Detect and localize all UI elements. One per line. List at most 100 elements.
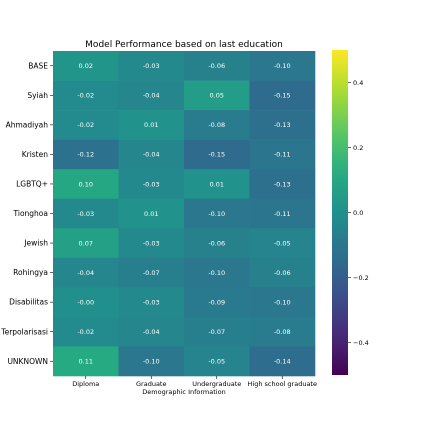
heatmap-cell — [184, 139, 250, 170]
cell-value-label: -0.10 — [208, 269, 225, 277]
cell-value-label: -0.06 — [208, 239, 225, 247]
heatmap-cell — [249, 198, 316, 229]
heatmap-cell — [249, 51, 316, 81]
heatmap-cell — [184, 110, 250, 140]
heatmap-cell — [53, 169, 119, 200]
cell-value-label: -0.09 — [208, 298, 225, 306]
cell-value-label: -0.04 — [143, 151, 160, 159]
cell-value-label: -0.11 — [274, 151, 291, 159]
x-tick-label: Diploma — [72, 380, 99, 388]
heatmap-cell — [249, 287, 316, 318]
heatmap-cell — [118, 51, 185, 81]
cell-value-label: 0.01 — [144, 121, 158, 129]
cell-value-label: 0.07 — [79, 239, 93, 247]
cell-value-label: -0.10 — [274, 298, 291, 306]
y-tick-label: Disabilitas — [9, 298, 48, 307]
heatmap-cell — [249, 139, 316, 170]
heatmap-cell — [184, 198, 250, 229]
x-axis-label: Demographic Information — [142, 388, 225, 396]
cell-value-label: -0.03 — [143, 62, 160, 70]
cell-value-label: -0.00 — [77, 298, 94, 306]
chart-title: Model Performance based on last educatio… — [85, 40, 283, 50]
cell-value-label: -0.02 — [77, 121, 94, 129]
cell-value-label: -0.06 — [208, 62, 225, 70]
y-tick-label: Rohingya — [13, 268, 48, 277]
heatmap-cell — [184, 346, 250, 377]
heatmap-cell — [249, 169, 316, 200]
cell-value-label: -0.05 — [208, 358, 225, 366]
heatmap-cell — [53, 51, 119, 81]
cell-value-label: -0.10 — [274, 62, 291, 70]
cell-value-label: -0.10 — [208, 210, 225, 218]
x-axis: Diploma Graduate Undergraduate High school … — [72, 376, 317, 388]
heatmap-cell — [118, 287, 185, 318]
cell-value-label: -0.13 — [274, 121, 291, 129]
cell-value-label: 0.01 — [144, 210, 158, 218]
cell-value-label: -0.12 — [77, 151, 94, 159]
heatmap-cell — [53, 198, 119, 229]
cell-value-label: -0.02 — [77, 328, 94, 336]
heatmap-cell — [118, 316, 185, 347]
colorbar-tick-label: 0.2 — [353, 144, 363, 152]
cell-value-label: -0.15 — [208, 151, 225, 159]
y-axis: BASE Syiah Ahmadiyah Kristen LGBTQ+ Tionghoa J… — [0, 61, 53, 366]
heatmap-cell — [53, 257, 119, 288]
heatmap-cell — [118, 257, 185, 288]
y-tick-label: Tionghoa — [13, 209, 48, 218]
heatmap-cell — [184, 228, 250, 259]
heatmap-cell — [118, 346, 185, 377]
heatmap-cell — [53, 139, 119, 170]
heatmap-cell-labels: 0.02 -0.03 -0.06 -0.10 -0.02 -0.04 0.05 -0.15 -0… — [77, 62, 290, 365]
colorbar-tick-label: −0.4 — [353, 339, 369, 347]
cell-value-label: 0.10 — [79, 180, 93, 188]
heatmap-cell — [118, 228, 185, 259]
heatmap-cell — [249, 110, 316, 140]
colorbar-tick-label: 0.0 — [353, 209, 363, 217]
cell-value-label: -0.10 — [143, 358, 160, 366]
heatmap-cell — [249, 257, 316, 288]
heatmap-cell — [184, 51, 250, 81]
heatmap-cell — [118, 198, 185, 229]
heatmap-cell — [184, 169, 250, 200]
cell-value-label: -0.03 — [143, 239, 160, 247]
colorbar-tick-label: −0.2 — [353, 274, 369, 282]
cell-value-label: -0.03 — [143, 298, 160, 306]
y-tick-label: Kristen — [22, 150, 49, 159]
x-tick-label: Graduate — [136, 380, 166, 388]
x-tick-label: Undergraduate — [192, 380, 241, 388]
colorbar — [332, 50, 348, 375]
cell-value-label: -0.08 — [274, 328, 291, 336]
cell-value-label: 0.01 — [210, 180, 224, 188]
heatmap-cell — [249, 346, 316, 377]
cell-value-label: -0.03 — [143, 180, 160, 188]
heatmap-cell — [53, 287, 119, 318]
heatmap-cell — [53, 80, 119, 111]
y-tick-label: UNKNOWN — [7, 357, 48, 366]
cell-value-label: -0.03 — [77, 210, 94, 218]
cell-value-label: -0.08 — [208, 121, 225, 129]
cell-value-label: -0.04 — [143, 328, 160, 336]
cell-value-label: -0.04 — [143, 92, 160, 100]
x-tick-label: High school graduate — [248, 380, 317, 388]
cell-value-label: -0.13 — [274, 180, 291, 188]
heatmap-cell — [118, 169, 185, 200]
heatmap-cell — [53, 228, 119, 259]
heatmap-cell — [53, 316, 119, 347]
cell-value-label: -0.15 — [274, 92, 291, 100]
y-tick-label: Syiah — [27, 91, 48, 100]
cell-value-label: 0.11 — [79, 358, 93, 366]
heatmap-cell — [53, 346, 119, 377]
cell-value-label: -0.04 — [77, 269, 94, 277]
cell-value-label: -0.02 — [77, 92, 94, 100]
y-tick-label: LGBTQ+ — [16, 180, 48, 189]
heatmap-cell — [118, 139, 185, 170]
cell-value-label: -0.06 — [274, 269, 291, 277]
heatmap-cell — [53, 110, 119, 140]
heatmap-cell — [118, 110, 185, 140]
heatmap-cell — [184, 287, 250, 318]
heatmap-cell — [184, 80, 250, 111]
cell-value-label: 0.05 — [210, 92, 224, 100]
cell-value-label: 0.02 — [79, 62, 93, 70]
heatmap-cell — [118, 80, 185, 111]
